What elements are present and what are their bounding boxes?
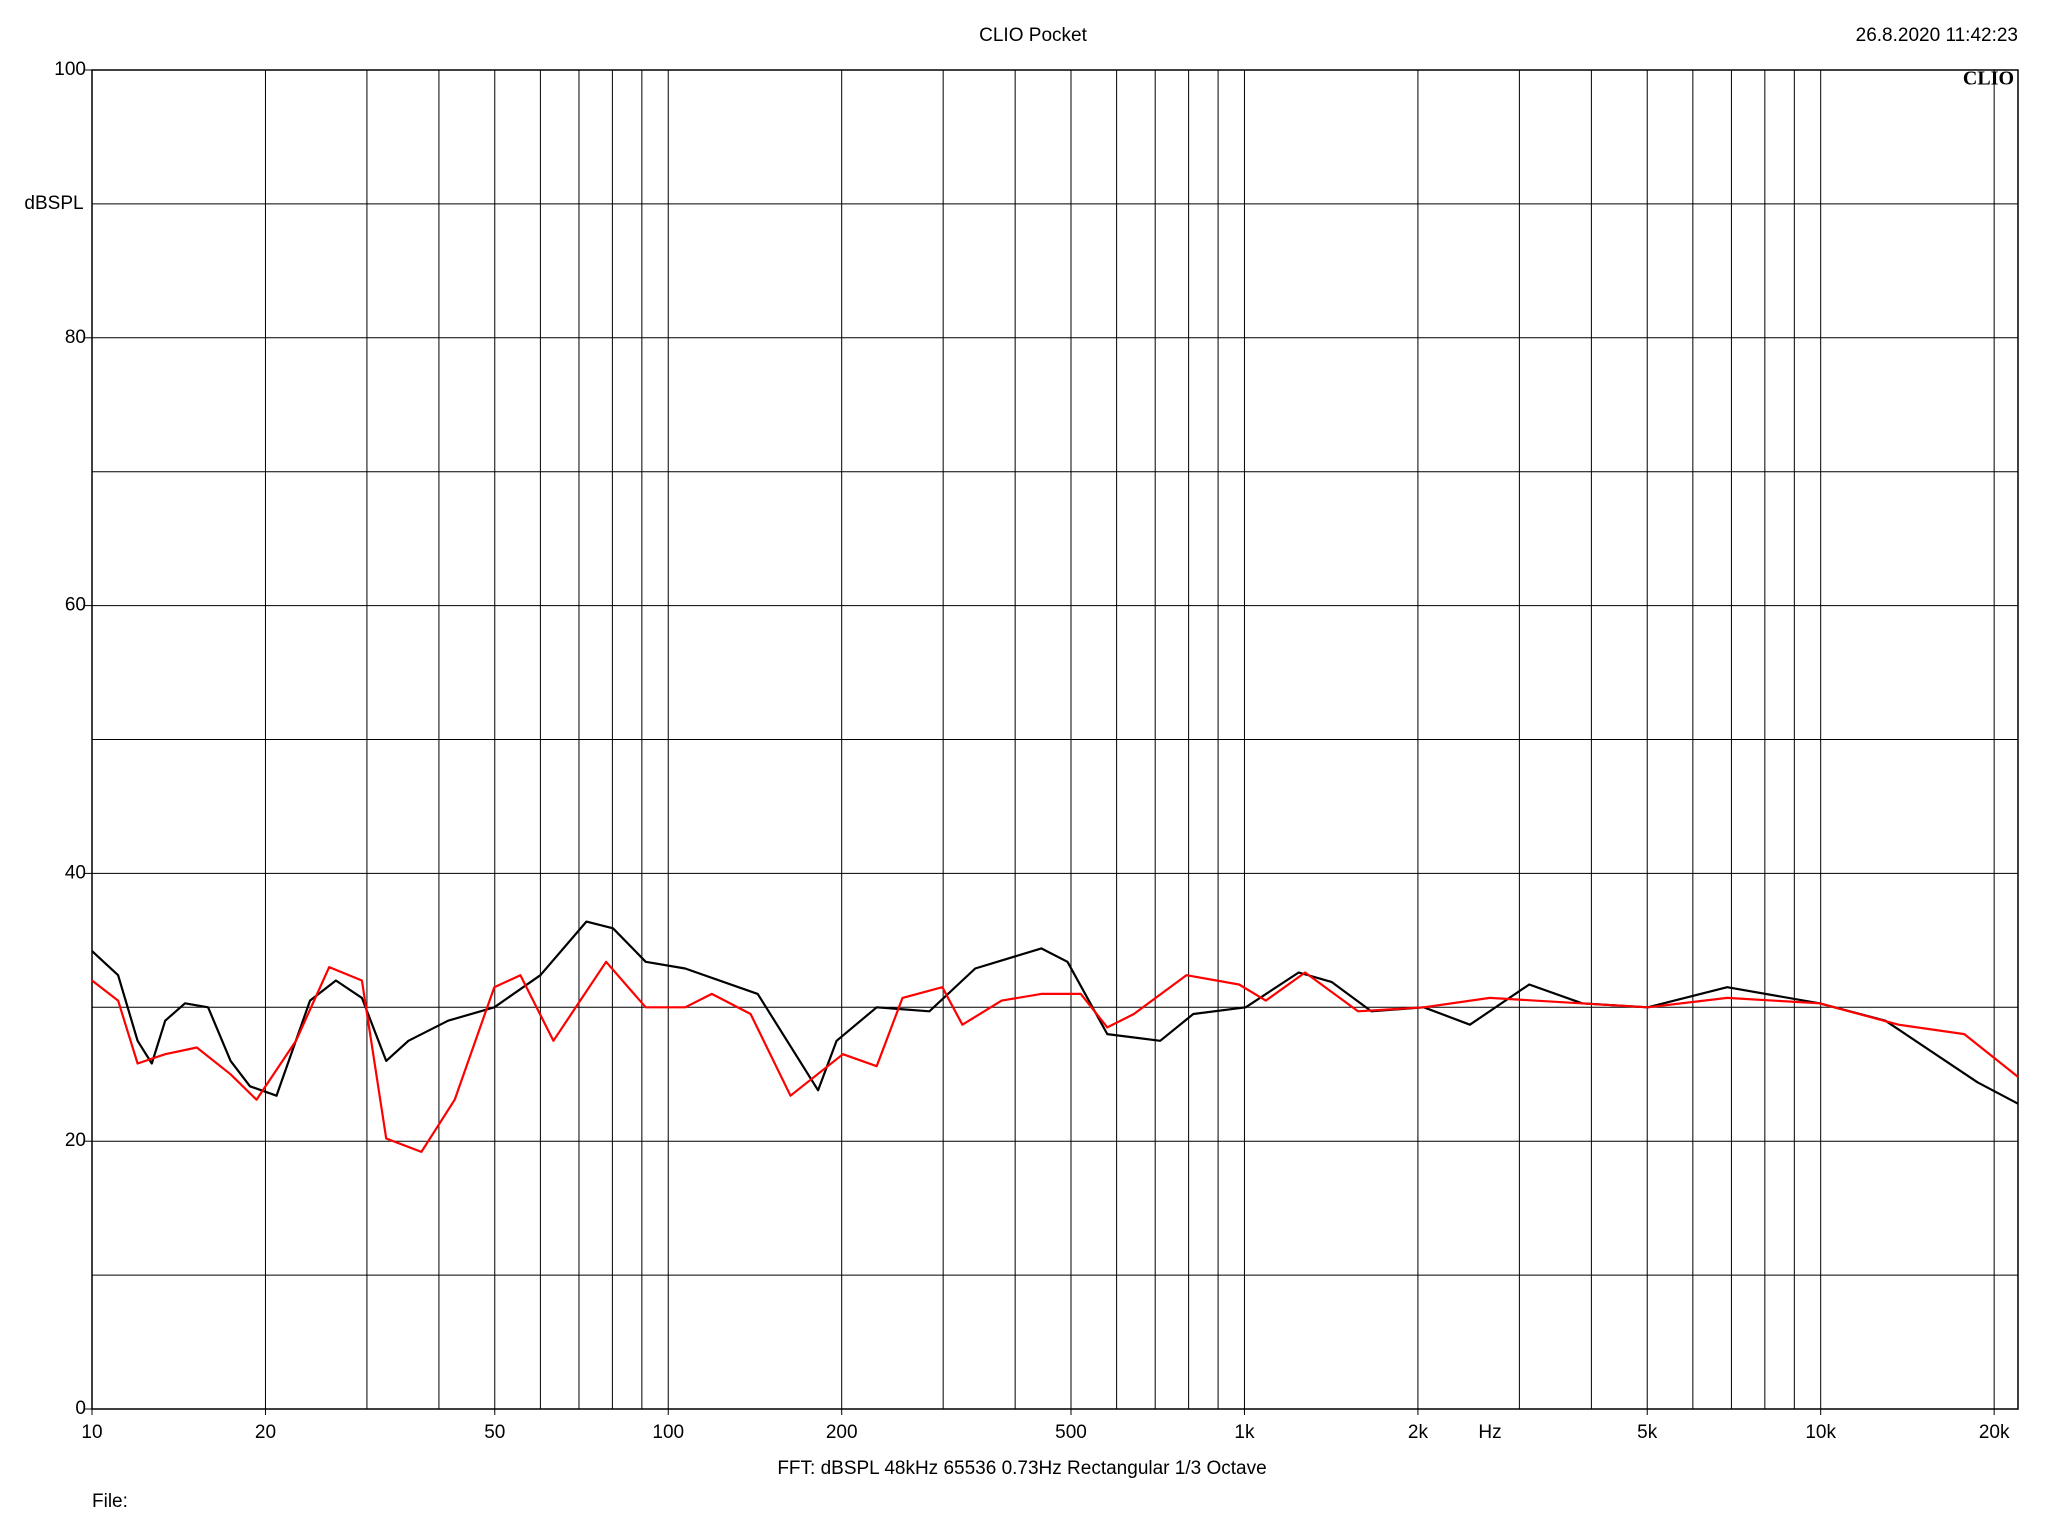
chart-title: CLIO Pocket — [979, 25, 1087, 46]
x-tick-label: 50 — [484, 1422, 505, 1443]
file-label: File: — [92, 1491, 128, 1512]
y-tick-label: 60 — [65, 595, 86, 616]
y-tick-label: 40 — [65, 862, 86, 883]
x-tick-label: 10k — [1805, 1422, 1836, 1443]
x-tick-label: 100 — [652, 1422, 684, 1443]
y-axis-label: dBSPL — [24, 193, 83, 214]
x-tick-label: 10 — [81, 1422, 102, 1443]
x-tick-label: 20 — [255, 1422, 276, 1443]
timestamp: 26.8.2020 11:42:23 — [1856, 25, 2018, 46]
logo: CLIO — [1963, 68, 2014, 90]
footer: FFT: dBSPL 48kHz 65536 0.73Hz Rectangula… — [777, 1458, 1266, 1479]
series-line — [91, 920, 2019, 1105]
series-line — [91, 960, 2019, 1153]
x-tick-label: 5k — [1637, 1422, 1658, 1443]
y-tick-label: 0 — [75, 1398, 86, 1419]
x-tick-label: 1k — [1234, 1422, 1255, 1443]
x-tick-label: 500 — [1055, 1422, 1087, 1443]
x-axis-label: Hz — [1478, 1422, 1501, 1443]
x-tick-label: 20k — [1979, 1422, 2010, 1443]
y-tick-label: 80 — [65, 327, 86, 348]
y-tick-label: 20 — [65, 1130, 86, 1151]
x-tick-label: 200 — [826, 1422, 858, 1443]
plot-frame — [91, 69, 2019, 1410]
x-tick-label: 2k — [1408, 1422, 1429, 1443]
y-tick-label: 100 — [54, 59, 86, 80]
